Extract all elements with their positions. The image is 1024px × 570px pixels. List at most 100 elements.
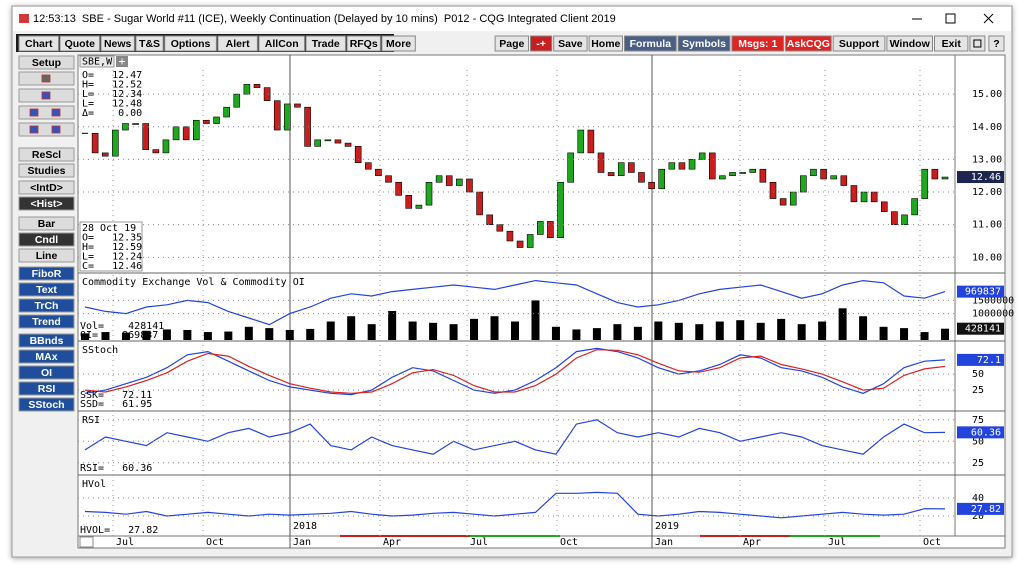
candle [395, 181, 402, 196]
toolbar-button[interactable] [494, 35, 530, 52]
toolbar-label: News [104, 38, 132, 50]
candle [931, 168, 939, 180]
toolbar-label: AllCon [265, 38, 299, 50]
sidebar-button[interactable] [18, 266, 75, 281]
candle [486, 214, 494, 225]
sidebar-button[interactable] [18, 349, 75, 364]
toolbar-button[interactable] [381, 35, 416, 52]
volume-bar [859, 316, 868, 340]
x-tick-label: Apr [383, 537, 401, 548]
candle [314, 139, 322, 147]
sidebar-label: BBnds [30, 335, 64, 347]
candle [769, 181, 777, 199]
volume-bar [142, 330, 151, 340]
toolbar-button[interactable] [934, 35, 969, 52]
sidebar-button[interactable] [18, 381, 75, 396]
candle [557, 181, 564, 239]
toolbar-button[interactable] [59, 35, 100, 52]
candle [587, 129, 595, 154]
volume-bar [326, 321, 335, 340]
toolbar-button[interactable] [18, 35, 59, 52]
toolbar-label: AskCQG [787, 38, 830, 50]
candle [435, 175, 443, 183]
restore-button[interactable] [969, 35, 986, 52]
sidebar-button[interactable] [18, 333, 75, 348]
app-icon [19, 14, 29, 23]
cursor-box [79, 221, 143, 272]
candle [294, 103, 301, 108]
sidebar-button[interactable] [18, 147, 75, 162]
toolbar-button[interactable] [100, 35, 135, 52]
candle [162, 139, 170, 154]
volume-bar [920, 332, 929, 340]
symbol-tab[interactable] [79, 55, 115, 68]
toolbar-button[interactable] [832, 35, 886, 52]
candle [324, 139, 332, 142]
toolbar-button[interactable] [624, 35, 677, 52]
sidebar-button[interactable] [18, 314, 75, 329]
symbol-tab-label: SBE,W [82, 57, 113, 68]
toolbar-button[interactable] [886, 35, 934, 52]
y-tick-label: 13.00 [972, 154, 1002, 165]
toolbar-button[interactable] [258, 35, 305, 52]
last-value-label: 12.46 [971, 172, 1001, 183]
candle [617, 162, 625, 177]
candle [203, 119, 210, 124]
sidebar-label: <IntD> [30, 182, 63, 194]
toolbar-label: Trade [312, 38, 340, 50]
x-tick-label: Jul [116, 537, 134, 548]
sidebar-button[interactable] [18, 196, 75, 211]
sidebar-button[interactable] [18, 216, 75, 231]
sidebar-icon [29, 125, 39, 134]
close-button[interactable] [983, 13, 994, 24]
year-label: 2018 [293, 521, 317, 532]
toolbar-label: Symbols [682, 38, 726, 50]
toolbar-button[interactable] [553, 35, 588, 52]
toolbar-button[interactable] [305, 35, 346, 52]
sidebar-button[interactable] [18, 105, 75, 120]
sidebar-button[interactable] [18, 397, 75, 412]
last-value-box [957, 322, 1004, 335]
sidebar-button[interactable] [18, 282, 75, 297]
toolbar-button[interactable] [731, 35, 785, 52]
sidebar-button[interactable] [18, 365, 75, 380]
indicator-line [84, 491, 946, 519]
toolbar-button[interactable] [785, 35, 832, 52]
toolbar-label: Formula [630, 38, 672, 50]
sidebar-button[interactable] [18, 298, 75, 313]
candle [476, 191, 483, 216]
volume-bar [592, 328, 601, 340]
candle [759, 168, 767, 183]
indicator-line [84, 347, 946, 396]
sidebar-button[interactable] [18, 55, 75, 70]
candle [739, 172, 746, 174]
sidebar-button[interactable] [18, 122, 75, 137]
sidebar-button[interactable] [18, 180, 75, 195]
toolbar-button[interactable] [988, 35, 1005, 52]
y-tick-label: 12.00 [972, 187, 1002, 198]
candle [658, 168, 666, 190]
candle [496, 224, 504, 232]
sidebar-button[interactable] [18, 248, 75, 263]
y-tick-label: 1500000 [972, 295, 1014, 306]
toolbar-button[interactable] [346, 35, 381, 52]
maximize-button[interactable] [945, 13, 956, 24]
candle [729, 172, 736, 177]
toolbar-button[interactable] [164, 35, 217, 52]
toolbar-button[interactable] [677, 35, 731, 52]
sidebar-button[interactable] [18, 232, 75, 247]
candle [880, 201, 888, 212]
toolbar-button[interactable] [588, 35, 623, 52]
sidebar-label: Cndl [35, 234, 58, 246]
oi-line [84, 279, 946, 326]
volume-bar [285, 329, 294, 340]
candle [91, 133, 99, 154]
toolbar-label: Window [890, 38, 931, 50]
candle [901, 214, 908, 225]
sidebar-button[interactable] [18, 163, 75, 178]
toolbar-button[interactable] [135, 35, 164, 52]
toolbar-button[interactable] [217, 35, 258, 52]
candle [101, 152, 109, 157]
volume-bar [756, 322, 765, 340]
toolbar-button[interactable] [530, 35, 553, 52]
